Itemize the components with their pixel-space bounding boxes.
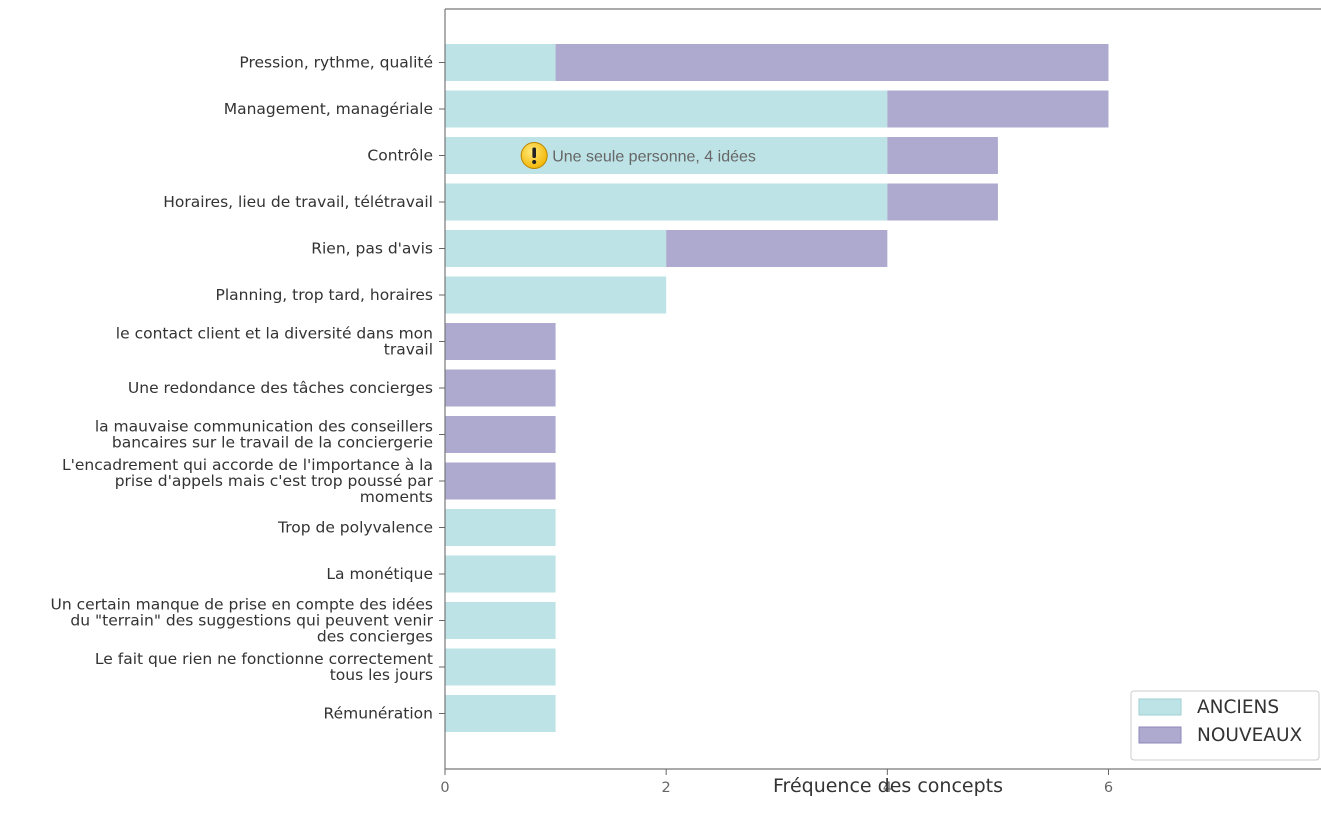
- category-label-line: Horaires, lieu de travail, télétravail: [163, 193, 433, 211]
- bar-anciens-13: [445, 648, 556, 686]
- category-label-line: la mauvaise communication des conseiller…: [95, 418, 433, 436]
- category-label: Contrôle: [367, 147, 433, 165]
- bar-nouveaux-4: [666, 230, 888, 267]
- category-label-line: Trop de polyvalence: [277, 519, 433, 537]
- x-tick-label: 2: [662, 780, 671, 796]
- bar-nouveaux-0: [555, 44, 1109, 81]
- bar-anciens-11: [445, 555, 556, 593]
- bar-nouveaux-1: [887, 90, 1109, 128]
- legend-label-nouveaux: NOUVEAUX: [1197, 725, 1302, 746]
- bar-nouveaux-2: [887, 137, 998, 174]
- category-label-line: travail: [384, 341, 433, 359]
- category-labels: Pression, rythme, qualité Management, man…: [50, 54, 433, 723]
- category-label-line: Le fait que rien ne fonctionne correctem…: [95, 650, 433, 668]
- bar-nouveaux-3: [887, 183, 998, 221]
- bar-nouveaux-6: [445, 323, 556, 360]
- annotation-text: Une seule personne, 4 idées: [552, 149, 756, 166]
- x-tick-label: 6: [1104, 780, 1113, 796]
- category-label-line: Rémunération: [324, 705, 433, 723]
- category-label-line: Planning, trop tard, horaires: [216, 286, 433, 304]
- legend-swatch-anciens: [1138, 698, 1182, 716]
- category-label-line: Une redondance des tâches concierges: [128, 379, 433, 397]
- category-label: Rien, pas d'avis: [311, 240, 433, 258]
- bar-anciens-1: [445, 90, 888, 128]
- category-label-line: Management, managériale: [224, 100, 433, 118]
- category-label: Management, managériale: [224, 100, 433, 118]
- bars-layer: [445, 44, 1109, 732]
- legend-label-anciens: ANCIENS: [1197, 697, 1279, 718]
- category-label-line: des concierges: [317, 628, 433, 646]
- x-axis-title: Fréquence des concepts: [773, 775, 1003, 797]
- x-ticks: 0 2 4 6: [439, 62, 1113, 796]
- category-label-line: L'encadrement qui accorde de l'importanc…: [62, 456, 433, 474]
- bar-nouveaux-9: [445, 462, 556, 500]
- category-label-line: moments: [360, 488, 433, 506]
- legend-swatch-nouveaux: [1138, 726, 1182, 744]
- x-tick-label: 4: [883, 780, 892, 796]
- category-label: Un certain manque de prise en compte des…: [50, 596, 433, 646]
- category-label: Pression, rythme, qualité: [239, 54, 433, 72]
- category-label-line: Pression, rythme, qualité: [239, 54, 433, 72]
- category-label: Le fait que rien ne fonctionne correctem…: [95, 650, 433, 684]
- x-tick-label: 0: [440, 780, 449, 796]
- bar-anciens-0: [445, 44, 556, 81]
- category-label-line: La monétique: [326, 565, 433, 583]
- legend: ANCIENS NOUVEAUX: [1130, 690, 1320, 761]
- bar-anciens-10: [445, 509, 556, 546]
- category-label-line: du "terrain" des suggestions qui peuvent…: [70, 612, 433, 630]
- category-label: Horaires, lieu de travail, télétravail: [163, 193, 433, 211]
- category-label-line: Un certain manque de prise en compte des…: [50, 596, 433, 614]
- category-label-line: Rien, pas d'avis: [311, 240, 433, 258]
- bar-anciens-4: [445, 230, 667, 267]
- axis-layer: [444, 8, 1321, 770]
- warning-icon: [520, 142, 548, 169]
- category-label-line: tous les jours: [330, 666, 433, 684]
- bar-anciens-3: [445, 183, 888, 221]
- category-label-line: le contact client et la diversité dans m…: [116, 325, 433, 343]
- bar-anciens-5: [445, 276, 667, 314]
- category-label: Rémunération: [324, 705, 433, 723]
- category-label: le contact client et la diversité dans m…: [116, 325, 433, 359]
- annotations: Une seule personne, 4 idées: [520, 142, 756, 169]
- category-label-line: bancaires sur le travail de la concierge…: [112, 434, 433, 452]
- bar-nouveaux-7: [445, 369, 556, 407]
- bar-anciens-12: [445, 602, 556, 639]
- bar-anciens-2: [445, 137, 888, 174]
- bar-nouveaux-8: [445, 416, 556, 453]
- category-label-line: prise d'appels mais c'est trop poussé pa…: [115, 472, 434, 490]
- category-label: la mauvaise communication des conseiller…: [95, 418, 433, 452]
- category-label: L'encadrement qui accorde de l'importanc…: [62, 456, 434, 506]
- category-label: La monétique: [326, 565, 433, 583]
- category-label: Une redondance des tâches concierges: [128, 379, 433, 397]
- category-label: Planning, trop tard, horaires: [216, 286, 433, 304]
- category-label-line: Contrôle: [367, 147, 433, 165]
- category-label: Trop de polyvalence: [277, 519, 433, 537]
- bar-anciens-14: [445, 695, 556, 732]
